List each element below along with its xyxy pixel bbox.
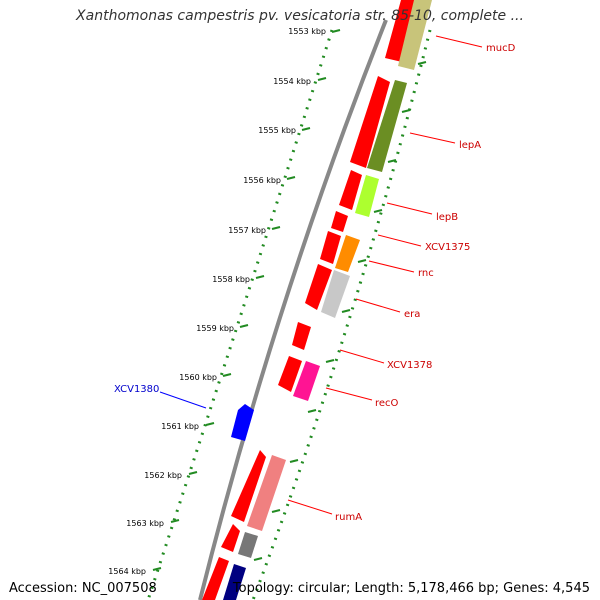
gene-lepA-cog: [367, 80, 407, 172]
leader-line: [409, 132, 456, 144]
tick-label: 1556 kbp: [243, 176, 281, 185]
gene-label: mucD: [486, 43, 516, 54]
map-title: Xanthomonas campestris pv. vesicatoria s…: [76, 8, 524, 24]
cds-genes: [202, 0, 419, 600]
gene-era-cog: [321, 270, 350, 318]
gene-label: lepB: [436, 212, 458, 223]
tick-mark: [188, 471, 198, 475]
gene-label: XCV1378: [387, 360, 432, 371]
tick-mark: [286, 176, 296, 180]
tick-mark: [301, 127, 311, 131]
tick-mark: [255, 275, 265, 279]
tick-label: 1553 kbp: [288, 27, 326, 36]
label-XCV1375: XCV1375: [377, 234, 470, 253]
gene-rnc-cog: [335, 235, 360, 272]
label-lepB: lepB: [386, 202, 458, 223]
tick-label: 1560 kbp: [179, 373, 217, 382]
label-XCV1380: XCV1380: [114, 384, 207, 409]
gene-label: recO: [375, 398, 399, 409]
tick-mark: [317, 77, 327, 81]
gene-rumA-cds: [231, 450, 266, 522]
tick-mark: [271, 226, 281, 230]
tick-label: 1554 kbp: [273, 77, 311, 86]
label-lepA: lepA: [409, 132, 481, 151]
label-XCV1378: XCV1378: [339, 349, 432, 371]
tick-1557: 1557 kbp: [228, 226, 281, 235]
gene-era-cds: [305, 264, 332, 310]
leader-line: [339, 349, 385, 364]
leader-line: [435, 35, 483, 48]
gene-lepB-cds: [339, 170, 362, 210]
tick-label: 1564 kbp: [108, 567, 146, 576]
gene-XCV1375-cds: [331, 211, 348, 232]
tick-label: 1562 kbp: [144, 471, 182, 480]
gene-label: XCV1380: [114, 384, 159, 395]
tick-1561: 1561 kbp: [161, 422, 215, 431]
feature-track-ticks: [253, 61, 427, 561]
gene-mucD-cog: [398, 0, 432, 70]
tick-label: 1555 kbp: [258, 126, 296, 135]
gene-recO-cds: [278, 356, 302, 392]
tick-mark: [152, 567, 162, 571]
gene-XCV1378-cds: [292, 322, 311, 350]
label-rumA: rumA: [287, 499, 362, 523]
gene-label: rumA: [335, 512, 362, 523]
tick-1564: 1564 kbp: [108, 567, 162, 576]
gene-grey-cog: [238, 532, 258, 558]
gene-label: XCV1375: [425, 242, 470, 253]
tick-1556: 1556 kbp: [243, 176, 296, 185]
label-era: era: [355, 298, 420, 320]
leader-line: [386, 202, 433, 215]
backbone: [198, 19, 388, 600]
tick-mark: [239, 324, 249, 328]
tick-1553: 1553 kbp: [288, 27, 341, 36]
gene-cds-10: [202, 557, 229, 600]
tick-1554: 1554 kbp: [273, 77, 327, 86]
gene-label: lepA: [459, 140, 481, 151]
topology-text: Topology: circular; Length: 5,178,466 bp…: [232, 581, 590, 596]
leader-line: [355, 298, 401, 313]
gene-cds-9: [221, 524, 240, 552]
gene-rnc-cds: [320, 231, 341, 264]
tick-1562: 1562 kbp: [144, 471, 198, 480]
label-mucD: mucD: [435, 35, 516, 54]
label-recO: recO: [325, 387, 399, 409]
leader-line: [368, 260, 415, 273]
gene-navy-cog: [223, 564, 246, 600]
leader-line: [159, 391, 207, 409]
tick-1558: 1558 kbp: [212, 275, 265, 284]
tick-1559: 1559 kbp: [196, 324, 249, 333]
leader-line: [287, 499, 333, 515]
accession-text: Accession: NC_007508: [9, 581, 157, 596]
label-rnc: rnc: [368, 260, 434, 279]
gene-label: rnc: [418, 268, 434, 279]
leader-line: [377, 234, 422, 247]
tick-label: 1559 kbp: [196, 324, 234, 333]
tick-1555: 1555 kbp: [258, 126, 311, 135]
tick-mark: [222, 373, 232, 377]
gene-rumA-cog: [247, 455, 286, 531]
tick-label: 1563 kbp: [126, 519, 164, 528]
feature-track: [251, 29, 432, 600]
gene-recO-cog: [293, 361, 320, 401]
tick-label: 1558 kbp: [212, 275, 250, 284]
tick-label: 1561 kbp: [161, 422, 199, 431]
tick-1560: 1560 kbp: [179, 373, 232, 382]
tick-mark: [331, 29, 341, 33]
gene-lepA-cds: [350, 76, 390, 168]
gene-lepB-cog: [355, 175, 379, 217]
tick-mark: [170, 519, 180, 523]
gene-XCV1380-cog: [231, 404, 254, 441]
gene-label: era: [404, 309, 420, 320]
tick-mark: [205, 422, 215, 426]
tick-label: 1557 kbp: [228, 226, 266, 235]
tick-1563: 1563 kbp: [126, 519, 180, 528]
leader-line: [325, 387, 373, 401]
